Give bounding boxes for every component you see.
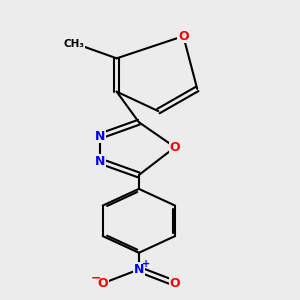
- Text: −: −: [91, 272, 101, 285]
- Text: N: N: [95, 130, 105, 142]
- Text: O: O: [178, 30, 189, 43]
- Text: O: O: [98, 277, 108, 290]
- Text: O: O: [170, 277, 180, 290]
- Text: N: N: [134, 263, 144, 276]
- Text: CH₃: CH₃: [63, 39, 84, 50]
- Text: +: +: [142, 260, 150, 269]
- Text: O: O: [170, 141, 180, 154]
- Text: N: N: [95, 154, 105, 168]
